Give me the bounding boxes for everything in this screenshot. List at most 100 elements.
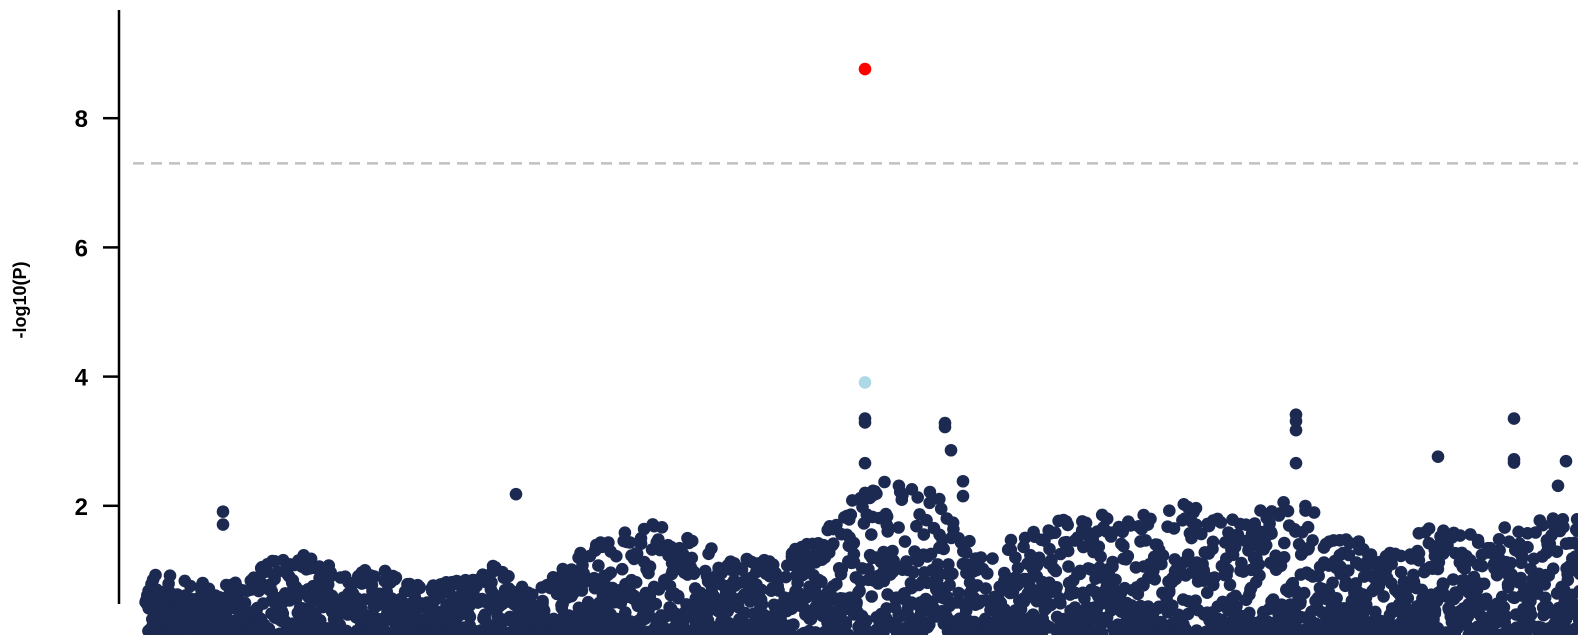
snp-point xyxy=(815,575,828,588)
snp-point xyxy=(685,551,699,565)
snp-point xyxy=(1293,597,1307,610)
snp-point xyxy=(1559,454,1573,468)
snp-point xyxy=(1493,544,1506,557)
snp-point xyxy=(1181,607,1195,621)
snp-point xyxy=(1106,555,1119,569)
snp-point xyxy=(1330,592,1343,605)
snp-point xyxy=(986,552,999,565)
snp-point xyxy=(1289,423,1303,437)
snp-point xyxy=(1167,522,1181,535)
snp-point xyxy=(216,505,230,518)
snp-point xyxy=(1306,534,1319,547)
snp-point xyxy=(865,528,878,541)
y-axis: 2 4 6 8 xyxy=(75,10,121,604)
snp-point xyxy=(830,577,843,591)
snp-point xyxy=(860,614,873,627)
snp-point xyxy=(502,570,515,583)
snp-point xyxy=(1169,572,1183,586)
snp-point xyxy=(1011,561,1025,575)
snp-point xyxy=(844,508,858,521)
snp-point xyxy=(917,528,931,541)
snp-point xyxy=(525,588,539,601)
snp-point xyxy=(830,626,843,635)
snp-point xyxy=(956,474,970,488)
snp-point xyxy=(652,533,665,546)
snp-point xyxy=(1068,601,1082,614)
snp-point xyxy=(1573,567,1578,580)
snp-point xyxy=(1561,573,1575,587)
snp-point xyxy=(1307,506,1321,519)
snp-point xyxy=(485,576,498,589)
snp-point xyxy=(655,521,669,534)
y-tick-label: 8 xyxy=(75,106,88,133)
snp-point xyxy=(1437,578,1450,592)
snp-point xyxy=(1492,533,1506,546)
snp-point xyxy=(1189,501,1203,515)
snp-point xyxy=(1431,450,1445,464)
snp-point xyxy=(1551,479,1565,493)
snp-point xyxy=(1569,550,1578,563)
snp-point xyxy=(615,562,629,576)
snp-point xyxy=(238,596,252,610)
secondary-snp-point xyxy=(858,376,872,389)
snp-point xyxy=(1061,544,1075,558)
snp-point xyxy=(907,566,920,579)
snp-point xyxy=(1301,520,1315,534)
snp-point xyxy=(754,583,768,596)
snp-point xyxy=(1297,586,1311,600)
snp-point xyxy=(1094,550,1107,563)
snp-point xyxy=(1289,414,1303,428)
snp-point xyxy=(413,581,427,595)
snp-point xyxy=(1289,456,1303,470)
snp-point xyxy=(956,489,970,503)
snp-point xyxy=(1223,578,1237,592)
snp-point xyxy=(1521,540,1534,554)
snp-point xyxy=(865,590,878,603)
snp-point xyxy=(1557,520,1570,534)
snp-point xyxy=(1185,531,1198,545)
snp-point xyxy=(862,563,875,576)
snp-point xyxy=(911,491,924,504)
snp-point xyxy=(1385,557,1398,571)
snp-point xyxy=(649,597,663,611)
snp-point xyxy=(163,569,177,582)
snp-point xyxy=(1536,518,1549,532)
snp-point xyxy=(943,578,956,592)
snp-point xyxy=(923,496,936,510)
snp-point xyxy=(1044,598,1058,612)
snp-point xyxy=(1144,512,1157,526)
snp-point xyxy=(1550,545,1564,558)
snp-point xyxy=(1571,524,1578,538)
snp-point xyxy=(1326,576,1339,590)
snp-point xyxy=(1394,565,1408,579)
snp-point xyxy=(804,612,818,626)
snp-point xyxy=(687,567,701,580)
snp-point xyxy=(1206,535,1220,549)
snp-point xyxy=(898,535,912,548)
snp-point xyxy=(979,582,992,595)
snp-point xyxy=(1229,589,1242,603)
snp-point xyxy=(779,570,793,584)
snp-point xyxy=(1117,539,1130,553)
snp-point xyxy=(375,628,389,635)
snp-point xyxy=(1054,597,1067,610)
snp-point xyxy=(1394,549,1408,563)
snp-point xyxy=(1195,527,1208,541)
snp-point xyxy=(895,493,909,507)
snp-point xyxy=(952,586,965,600)
snp-point xyxy=(1428,540,1442,553)
snp-point xyxy=(771,579,784,593)
snp-point xyxy=(1265,527,1278,540)
snp-point xyxy=(1214,516,1228,529)
snp-point xyxy=(881,525,894,538)
points-layer xyxy=(139,408,1578,635)
snp-point xyxy=(1139,534,1152,547)
snp-point xyxy=(685,534,699,548)
snp-point xyxy=(858,416,872,429)
snp-point xyxy=(1190,518,1203,532)
snp-point xyxy=(1181,548,1195,561)
snp-point xyxy=(368,570,381,583)
snp-point xyxy=(388,573,402,586)
snp-point xyxy=(1501,578,1515,591)
